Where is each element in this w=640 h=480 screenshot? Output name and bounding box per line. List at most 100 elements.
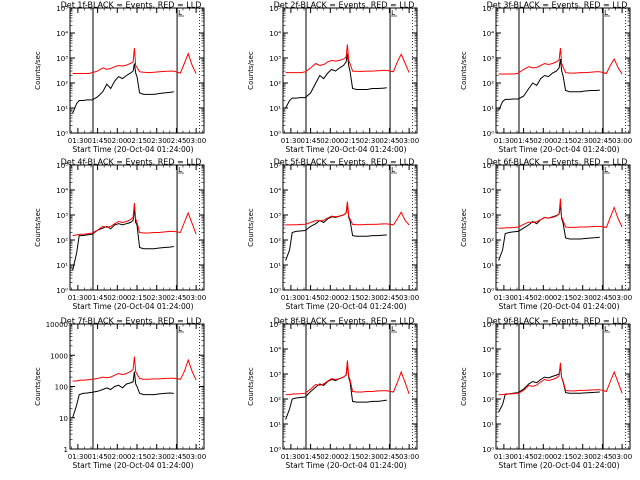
events-series-line xyxy=(498,59,600,111)
x-tick-label: 02:30 xyxy=(360,453,380,461)
x-tick-label: 02:00 xyxy=(533,137,553,145)
y-axis-label: Counts/sec xyxy=(34,367,42,406)
lld-series-line xyxy=(285,44,410,74)
y-tick-label: 10⁴ xyxy=(269,346,281,354)
panel-title: Det 2f-BLACK = Events, RED = LLD xyxy=(274,1,415,10)
marker-label: L xyxy=(391,9,395,17)
panel-title: Det 8f-BLACK = Events, RED = LLD xyxy=(274,317,415,326)
y-tick-label: 10⁵ xyxy=(269,321,281,329)
lld-series-line xyxy=(498,48,623,75)
y-tick-label: 10¹ xyxy=(269,421,281,429)
y-tick-label: 10⁴ xyxy=(269,30,281,38)
x-tick-label: 02:15 xyxy=(340,294,360,302)
y-tick-label: 10² xyxy=(482,237,494,245)
y-tick-label: 10⁰ xyxy=(482,130,494,138)
y-tick-label: 10² xyxy=(56,237,68,245)
x-tick-label: 01:30 xyxy=(68,137,88,145)
marker-label: L xyxy=(391,166,395,174)
y-axis-label: Counts/sec xyxy=(247,208,255,247)
x-tick-label: 02:45 xyxy=(166,294,186,302)
x-tick-label: 02:15 xyxy=(553,137,573,145)
panel-title: Det 5f-BLACK = Events, RED = LLD xyxy=(274,158,415,167)
x-tick-label: 01:30 xyxy=(281,137,301,145)
events-series-line xyxy=(498,366,600,413)
y-tick-label: 10⁴ xyxy=(269,187,281,195)
y-tick-label: 10³ xyxy=(482,212,494,220)
x-tick-label: 02:00 xyxy=(533,453,553,461)
x-tick-label: 01:45 xyxy=(300,137,320,145)
y-tick-label: 10³ xyxy=(56,212,68,220)
y-tick-label: 10⁵ xyxy=(269,5,281,13)
y-tick-label: 10¹ xyxy=(482,262,494,270)
x-tick-label: 02:00 xyxy=(320,137,340,145)
marker-label: L xyxy=(604,9,608,17)
marker-label: L xyxy=(604,325,608,333)
x-tick-label: 01:30 xyxy=(281,294,301,302)
x-tick-label: 01:30 xyxy=(68,453,88,461)
x-axis-label: Start Time (20-Oct-04 01:24:00) xyxy=(498,145,619,154)
events-series-line xyxy=(498,205,600,261)
y-tick-label: 1 xyxy=(64,446,68,454)
x-tick-label: 02:30 xyxy=(147,453,167,461)
y-axis-label: Counts/sec xyxy=(460,51,468,90)
y-tick-label: 10³ xyxy=(482,371,494,379)
x-tick-label: 02:45 xyxy=(592,137,612,145)
events-series-line xyxy=(72,208,174,271)
panel-title: Det 3f-BLACK = Events, RED = LLD xyxy=(487,1,628,10)
y-tick-label: 10⁵ xyxy=(482,5,494,13)
y-tick-label: 10² xyxy=(269,80,281,88)
y-tick-label: 10¹ xyxy=(56,262,68,270)
marker-label: L xyxy=(604,166,608,174)
lld-series-line xyxy=(72,356,197,382)
x-tick-label: 01:30 xyxy=(68,294,88,302)
x-tick-label: 03:00 xyxy=(612,294,632,302)
marker-label: L xyxy=(178,9,182,17)
x-tick-label: 02:15 xyxy=(340,453,360,461)
x-tick-label: 02:45 xyxy=(379,137,399,145)
y-tick-label: 10⁰ xyxy=(56,130,68,138)
y-tick-label: 10⁴ xyxy=(56,187,68,195)
panel-title: Det 6f-BLACK = Events, RED = LLD xyxy=(487,158,628,167)
x-tick-label: 01:45 xyxy=(300,453,320,461)
x-tick-label: 02:45 xyxy=(166,137,186,145)
lld-series-line xyxy=(498,198,623,229)
y-tick-label: 100 xyxy=(55,384,68,392)
y-axis-label: Counts/sec xyxy=(34,208,42,247)
y-axis-label: Counts/sec xyxy=(247,367,255,406)
x-tick-label: 02:45 xyxy=(379,453,399,461)
x-tick-label: 02:00 xyxy=(107,453,127,461)
x-tick-label: 02:00 xyxy=(107,137,127,145)
x-axis-label: Start Time (20-Oct-04 01:24:00) xyxy=(285,145,406,154)
x-tick-label: 03:00 xyxy=(186,453,206,461)
x-tick-label: 02:00 xyxy=(320,453,340,461)
x-tick-label: 02:30 xyxy=(360,137,380,145)
lld-series-line xyxy=(285,360,410,396)
x-axis-label: Start Time (20-Oct-04 01:24:00) xyxy=(72,145,193,154)
x-tick-label: 03:00 xyxy=(399,294,419,302)
y-tick-label: 10⁵ xyxy=(56,162,68,170)
y-tick-label: 10⁴ xyxy=(482,346,494,354)
x-tick-label: 01:30 xyxy=(494,453,514,461)
y-axis-label: Counts/sec xyxy=(34,51,42,90)
lld-series-line xyxy=(285,201,410,226)
y-tick-label: 10⁵ xyxy=(482,321,494,329)
x-tick-label: 03:00 xyxy=(186,137,206,145)
x-axis-label: Start Time (20-Oct-04 01:24:00) xyxy=(72,461,193,470)
x-axis-label: Start Time (20-Oct-04 01:24:00) xyxy=(285,302,406,311)
x-tick-label: 02:45 xyxy=(379,294,399,302)
y-tick-label: 10³ xyxy=(269,55,281,63)
x-tick-label: 01:45 xyxy=(513,294,533,302)
y-tick-label: 10² xyxy=(269,237,281,245)
x-tick-label: 01:45 xyxy=(87,294,107,302)
lld-series-line xyxy=(498,362,623,396)
y-tick-label: 10⁴ xyxy=(56,30,68,38)
y-tick-label: 10⁴ xyxy=(482,187,494,195)
x-tick-label: 03:00 xyxy=(399,453,419,461)
x-tick-label: 01:30 xyxy=(281,453,301,461)
x-tick-label: 02:30 xyxy=(573,453,593,461)
x-tick-label: 02:15 xyxy=(127,453,147,461)
x-axis-label: Start Time (20-Oct-04 01:24:00) xyxy=(285,461,406,470)
